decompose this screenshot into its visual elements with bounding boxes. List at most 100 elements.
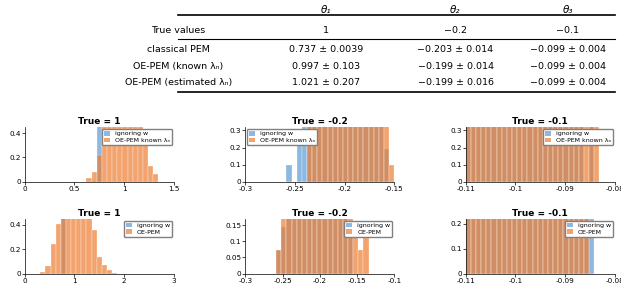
Bar <box>40 272 45 274</box>
Bar <box>476 0 481 182</box>
Bar <box>466 0 471 274</box>
Bar <box>92 180 97 182</box>
Bar <box>553 0 558 182</box>
Bar <box>502 0 507 182</box>
Bar <box>343 0 348 274</box>
Bar <box>302 17 307 182</box>
Bar <box>92 172 97 182</box>
Bar <box>374 0 379 182</box>
Bar <box>558 0 563 182</box>
Bar <box>71 45 76 274</box>
Bar <box>589 99 594 182</box>
Bar <box>553 0 558 274</box>
Bar <box>512 0 517 274</box>
Bar <box>348 227 353 274</box>
Bar <box>527 0 533 274</box>
Bar <box>281 227 286 274</box>
Title: True = 1: True = 1 <box>78 117 120 126</box>
Bar <box>563 0 569 182</box>
Bar <box>333 0 338 182</box>
Bar <box>548 0 553 182</box>
Bar <box>491 0 497 182</box>
Bar <box>312 0 317 182</box>
Bar <box>348 157 353 274</box>
Bar <box>558 0 563 182</box>
Bar <box>491 0 497 182</box>
Text: −0.099 ± 0.004: −0.099 ± 0.004 <box>530 62 605 70</box>
Bar <box>66 79 71 274</box>
Bar <box>486 0 491 274</box>
Bar <box>389 165 394 182</box>
Bar <box>86 178 92 274</box>
Text: −0.099 ± 0.004: −0.099 ± 0.004 <box>530 78 605 87</box>
Title: True = -0.1: True = -0.1 <box>512 209 568 218</box>
Bar <box>569 0 574 274</box>
Bar <box>486 0 491 182</box>
Bar <box>481 0 486 182</box>
Text: classical PEM: classical PEM <box>147 45 210 54</box>
Bar <box>353 0 358 182</box>
Bar <box>112 0 117 182</box>
Text: 1.021 ± 0.207: 1.021 ± 0.207 <box>292 78 360 87</box>
Legend: ignoring w, OE-PEM: ignoring w, OE-PEM <box>124 221 172 237</box>
Bar <box>553 0 558 274</box>
Title: True = -0.2: True = -0.2 <box>292 209 348 218</box>
Bar <box>491 0 497 274</box>
Text: −0.099 ± 0.004: −0.099 ± 0.004 <box>530 45 605 54</box>
Bar <box>292 0 297 274</box>
Bar <box>579 32 584 274</box>
Bar <box>569 0 574 274</box>
Bar <box>481 0 486 274</box>
Bar <box>594 99 599 182</box>
Bar <box>471 0 476 274</box>
Bar <box>563 0 569 182</box>
Bar <box>348 0 353 182</box>
Bar <box>533 0 538 182</box>
Bar <box>563 0 569 274</box>
Bar <box>512 0 517 182</box>
Bar <box>579 153 584 274</box>
Text: −0.199 ± 0.014: −0.199 ± 0.014 <box>417 62 494 70</box>
Bar <box>138 48 143 182</box>
Legend: ignoring w, OE-PEM: ignoring w, OE-PEM <box>564 221 613 237</box>
Bar <box>584 153 589 274</box>
Bar <box>338 0 343 182</box>
Bar <box>297 0 302 274</box>
Legend: ignoring w, OE-PEM: ignoring w, OE-PEM <box>344 221 392 237</box>
Bar <box>522 0 527 182</box>
Bar <box>533 0 538 182</box>
Bar <box>553 0 558 182</box>
Bar <box>358 250 363 274</box>
Bar <box>517 0 522 274</box>
Bar <box>358 0 363 182</box>
Bar <box>502 0 507 274</box>
Bar <box>61 0 66 274</box>
Bar <box>338 0 343 274</box>
Bar <box>486 0 491 182</box>
Bar <box>358 0 363 182</box>
Text: 1: 1 <box>323 26 329 35</box>
Bar <box>374 0 379 182</box>
Bar <box>112 273 117 274</box>
Bar <box>333 0 338 274</box>
Text: True values: True values <box>151 26 206 35</box>
Text: 0.737 ± 0.0039: 0.737 ± 0.0039 <box>289 45 363 54</box>
Bar <box>517 0 522 274</box>
Bar <box>558 0 563 274</box>
Bar <box>476 0 481 182</box>
Bar <box>548 0 553 274</box>
Bar <box>538 0 543 182</box>
Bar <box>76 63 81 274</box>
Legend: ignoring w, OE-PEM known λₙ: ignoring w, OE-PEM known λₙ <box>543 129 613 145</box>
Bar <box>312 0 317 182</box>
Bar <box>61 157 66 274</box>
Bar <box>117 0 122 182</box>
Bar <box>558 0 563 274</box>
Bar <box>322 0 327 274</box>
Text: 0.997 ± 0.103: 0.997 ± 0.103 <box>292 62 360 70</box>
Bar <box>327 0 333 182</box>
Bar <box>533 0 538 274</box>
Bar <box>481 0 486 274</box>
Bar <box>507 0 512 274</box>
Bar <box>522 0 527 274</box>
